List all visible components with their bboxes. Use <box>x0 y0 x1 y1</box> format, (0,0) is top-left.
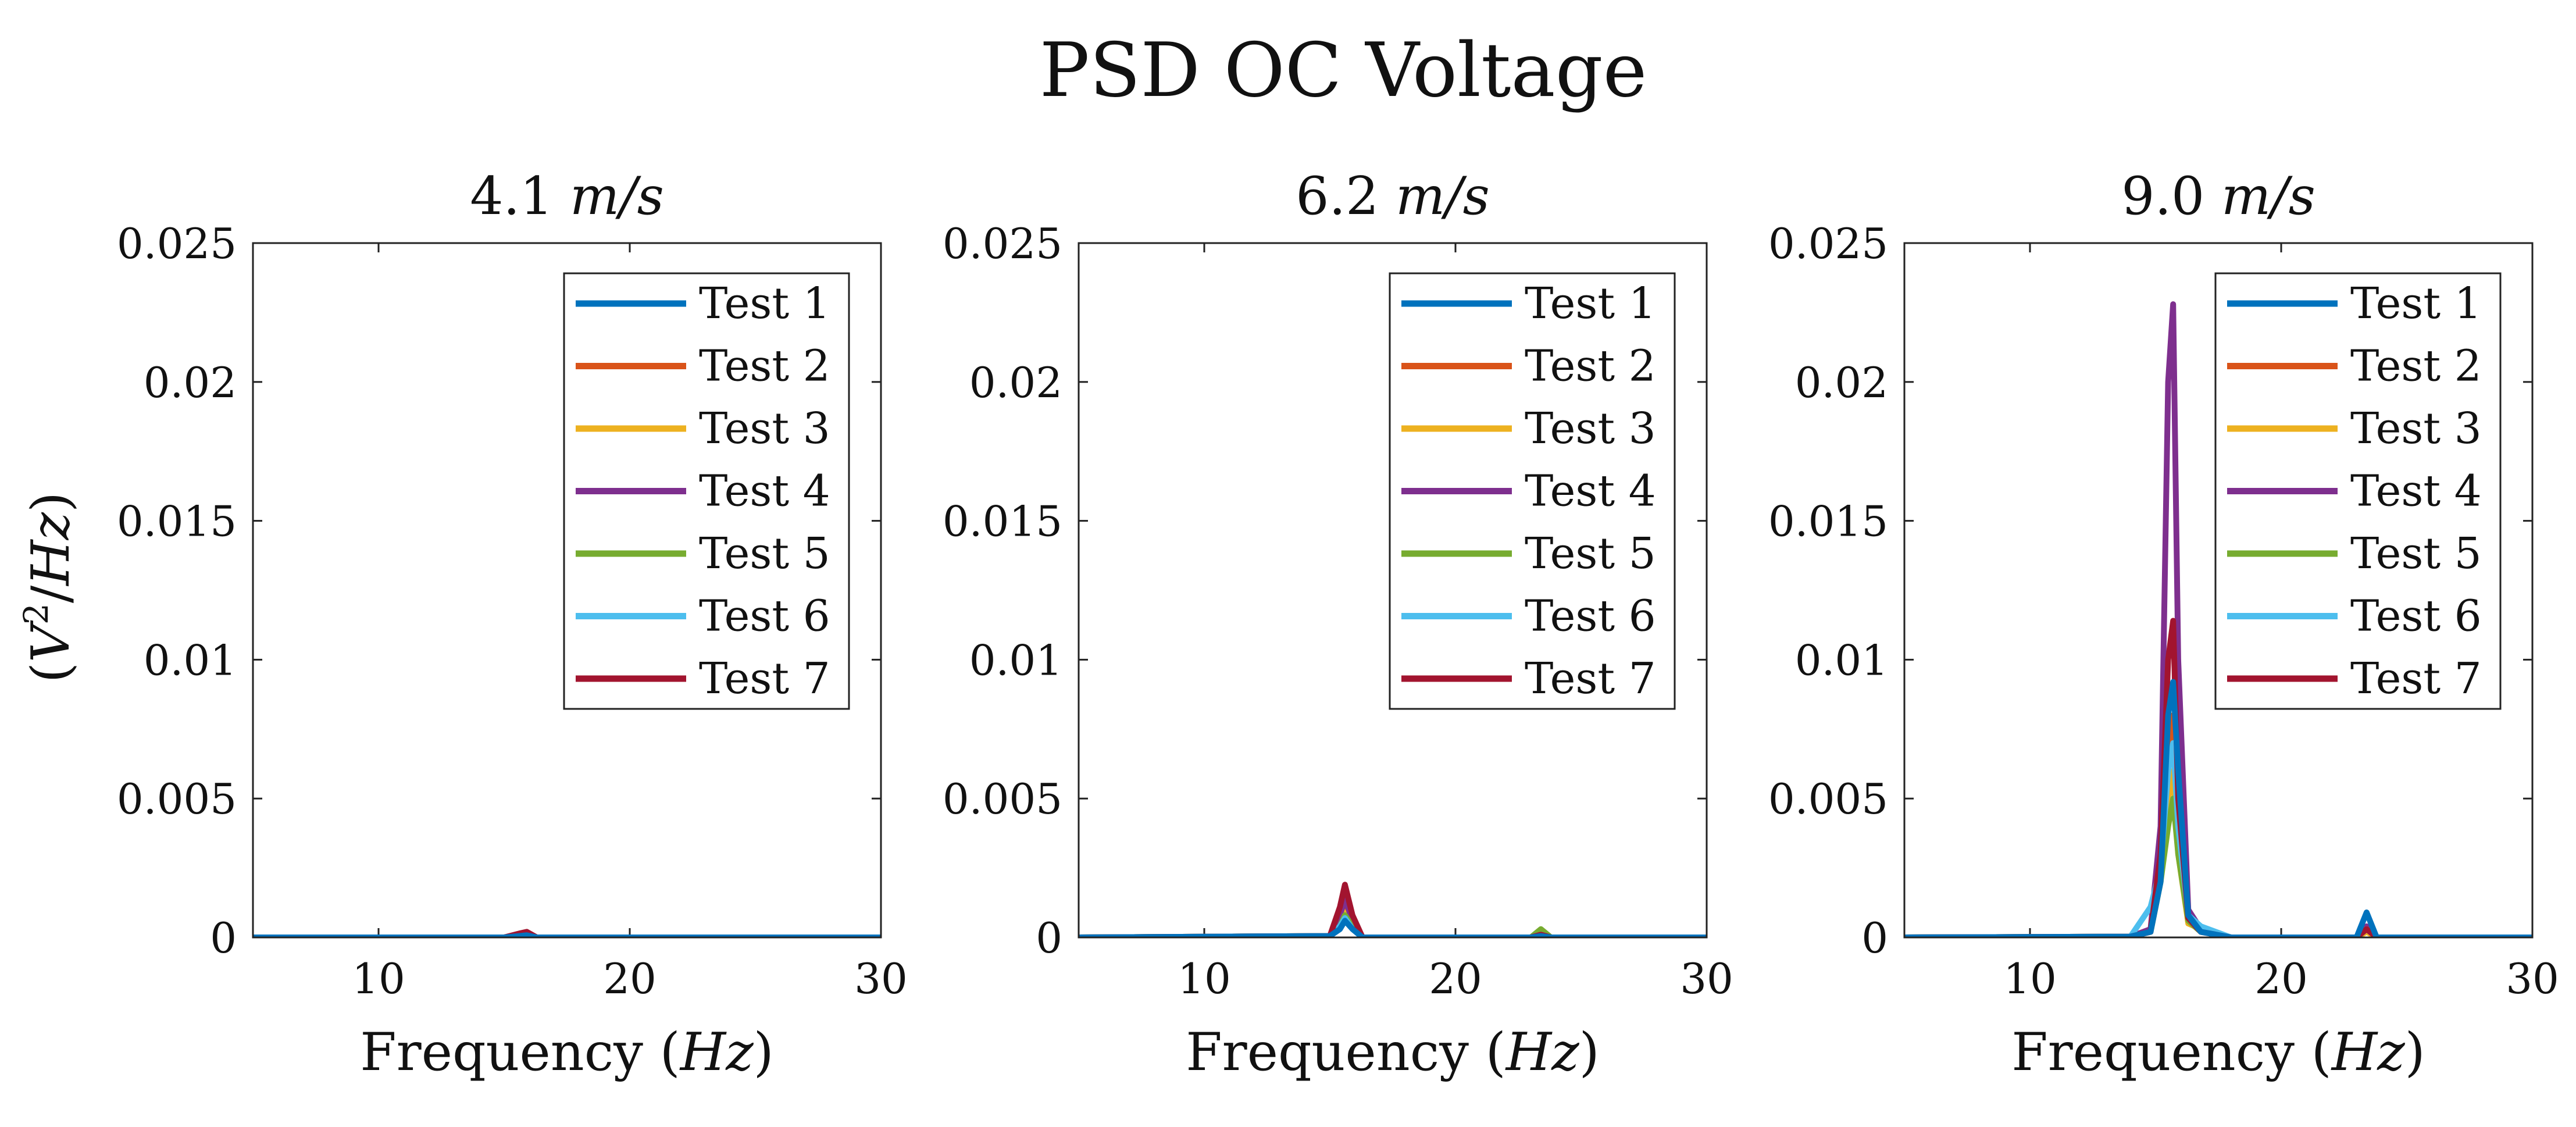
x-axis-label-unit: Hz <box>2331 1022 2405 1083</box>
legend-label: Test 7 <box>699 654 830 704</box>
x-axis-label: Frequency (Hz) <box>2011 1022 2425 1083</box>
subplot-2: 6.2 m/s 0 0.005 0.01 0.015 0.02 0.025 10 20 30 Fre… <box>943 166 1733 1083</box>
legend-label: Test 2 <box>699 341 830 391</box>
y-tick-label: 0.015 <box>1768 497 1888 546</box>
subplot-title-number: 9.0 <box>2121 166 2221 227</box>
x-axis-label-word: Frequency ( <box>1186 1022 1506 1083</box>
x-tick-label: 30 <box>2506 954 2559 1003</box>
legend-label: Test 1 <box>2350 279 2482 329</box>
series-line-test-1 <box>253 932 881 937</box>
x-tick-label: 30 <box>854 954 908 1003</box>
legend-label: Test 1 <box>699 279 830 329</box>
legend-label: Test 5 <box>2350 529 2482 579</box>
y-tick-label: 0.025 <box>943 219 1062 268</box>
legend-label: Test 3 <box>1525 404 1656 454</box>
legend-label: Test 1 <box>1525 279 1656 329</box>
y-tick-label: 0.005 <box>117 775 237 823</box>
y-tick-label: 0.025 <box>1768 219 1888 268</box>
ylabel-slash: / <box>20 585 81 603</box>
subplot-1: 4.1 m/s 0 0.005 0.01 0.015 0.02 0.025 10 20 30 Fre… <box>117 166 908 1083</box>
legend-label: Test 4 <box>1525 466 1656 516</box>
series-line-test-1 <box>1904 679 2532 937</box>
y-tick-label: 0.01 <box>144 636 237 684</box>
subplot-title: 4.1 m/s <box>470 166 664 227</box>
x-tick-label: 10 <box>352 954 405 1003</box>
y-tick-label: 0.005 <box>1768 775 1888 823</box>
subplot-title: 9.0 m/s <box>2121 166 2315 227</box>
axes-box <box>1078 242 1708 939</box>
y-tick-label: 0.01 <box>969 636 1062 684</box>
x-tick-label: 30 <box>1680 954 1733 1003</box>
x-axis-label-unit: Hz <box>679 1022 754 1083</box>
ylabel-sup: 2 <box>16 603 56 625</box>
x-tick-label: 10 <box>1178 954 1231 1003</box>
y-tick-label: 0 <box>1036 914 1062 962</box>
y-tick-label: 0.015 <box>117 497 237 546</box>
x-tick-label: 20 <box>1429 954 1482 1003</box>
legend: Test 1 Test 2 Test 3 Test 4 Test 5 Test 6 Test… <box>2214 272 2502 710</box>
legend-label: Test 7 <box>1525 654 1656 704</box>
legend-label: Test 2 <box>1525 341 1656 391</box>
y-tick-label: 0 <box>210 914 237 962</box>
subplot-title-unit: m/s <box>570 166 664 227</box>
legend-label: Test 2 <box>2350 341 2482 391</box>
x-axis-label-word: Frequency ( <box>2011 1022 2332 1083</box>
y-tick-label: 0.005 <box>943 775 1062 823</box>
subplot-title-unit: m/s <box>1396 166 1490 227</box>
y-tick-label: 0.02 <box>144 358 237 407</box>
x-axis-label: Frequency (Hz) <box>360 1022 774 1083</box>
x-axis-label-word: Frequency ( <box>360 1022 680 1083</box>
subplot-title-number: 6.2 <box>1296 166 1396 227</box>
y-tick-label: 0 <box>1861 914 1888 962</box>
subplots: 4.1 m/s 0 0.005 0.01 0.015 0.02 0.025 10 20 30 Fre… <box>117 166 2559 1083</box>
legend-label: Test 7 <box>2350 654 2482 704</box>
legend-label: Test 6 <box>2350 591 2482 641</box>
legend-label: Test 4 <box>2350 466 2482 516</box>
plot-lines <box>1904 301 2532 937</box>
x-tick-label: 20 <box>603 954 657 1003</box>
legend-label: Test 6 <box>699 591 830 641</box>
y-tick-label: 0.025 <box>117 219 237 268</box>
subplot-title-unit: m/s <box>2221 166 2315 227</box>
axes-box <box>252 242 882 939</box>
legend-label: Test 5 <box>1525 529 1656 579</box>
x-tick-label: 10 <box>2003 954 2057 1003</box>
subplot-title: 6.2 m/s <box>1296 166 1490 227</box>
legend-label: Test 3 <box>699 404 830 454</box>
y-tick-label: 0.02 <box>1795 358 1888 407</box>
ylabel-v: V <box>20 620 81 662</box>
y-tick-label: 0.01 <box>1795 636 1888 684</box>
shared-y-axis-label: (V2/Hz) <box>16 492 81 683</box>
legend-label: Test 5 <box>699 529 830 579</box>
series-line-test-7 <box>253 929 881 937</box>
x-axis-label: Frequency (Hz) <box>1186 1022 1600 1083</box>
subplot-title-number: 4.1 <box>470 166 570 227</box>
x-axis-label-close: ) <box>1579 1022 1600 1083</box>
y-tick-label: 0.02 <box>969 358 1062 407</box>
x-axis-label-close: ) <box>2405 1022 2425 1083</box>
legend-label: Test 3 <box>2350 404 2482 454</box>
legend: Test 1 Test 2 Test 3 Test 4 Test 5 Test 6 Test… <box>563 272 850 710</box>
figure-title: PSD OC Voltage <box>1040 27 1647 114</box>
plot-lines <box>253 929 881 937</box>
legend-label: Test 6 <box>1525 591 1656 641</box>
legend: Test 1 Test 2 Test 3 Test 4 Test 5 Test 6 Test… <box>1389 272 1676 710</box>
x-tick-label: 20 <box>2254 954 2308 1003</box>
subplot-3: 9.0 m/s 0 0.005 0.01 0.015 0.02 0.025 10 20 30 Fre… <box>1768 166 2559 1083</box>
ylabel-close: ) <box>20 492 81 512</box>
legend-label: Test 4 <box>699 466 830 516</box>
axes-box <box>1903 242 2534 939</box>
x-axis-label-close: ) <box>754 1022 774 1083</box>
x-axis-label-unit: Hz <box>1505 1022 1579 1083</box>
ylabel-hz: Hz <box>20 512 81 586</box>
y-tick-label: 0.015 <box>943 497 1062 546</box>
plot-lines <box>1079 882 1707 937</box>
ylabel-open: ( <box>20 662 81 683</box>
